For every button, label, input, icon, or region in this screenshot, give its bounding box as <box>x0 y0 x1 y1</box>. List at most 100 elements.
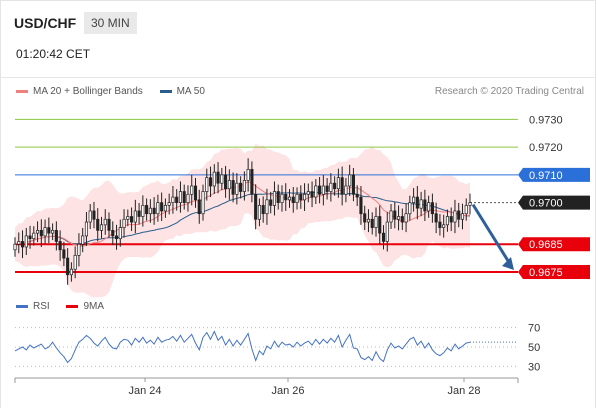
candle-body <box>295 193 299 203</box>
candle <box>329 173 333 202</box>
legend-item-ma50: MA 50 <box>159 86 205 97</box>
ma20-swatch <box>16 89 28 93</box>
level-label: 0.9720 <box>529 142 563 154</box>
candle-body <box>336 177 340 190</box>
candle <box>66 248 70 285</box>
candle <box>163 198 167 218</box>
candle-body <box>208 177 213 187</box>
candle <box>186 185 190 212</box>
candle <box>400 208 404 231</box>
x-tick-label: Jan 24 <box>128 385 161 397</box>
candle-body <box>393 210 397 220</box>
candle <box>385 211 389 252</box>
candle-body <box>329 182 333 192</box>
candle <box>24 227 28 255</box>
candle <box>370 212 374 235</box>
candle-body <box>261 205 265 215</box>
candle <box>32 226 36 246</box>
candle <box>197 189 201 224</box>
candle-body <box>54 230 58 242</box>
candle <box>171 185 175 214</box>
candle-body <box>430 202 434 215</box>
candle-body <box>381 232 386 242</box>
candle <box>141 195 145 227</box>
candle-body <box>118 227 122 240</box>
candle-body <box>359 196 363 215</box>
candle-body <box>114 235 119 240</box>
candle-body <box>344 185 348 195</box>
candle <box>457 202 461 228</box>
candle <box>257 198 261 227</box>
x-tick-label: Jan 26 <box>271 385 304 397</box>
candle-body <box>397 216 401 220</box>
candle <box>84 211 88 246</box>
ma9-swatch <box>66 304 79 308</box>
candle <box>291 187 295 213</box>
candle-body <box>88 210 92 223</box>
candle <box>276 184 280 210</box>
legend-item-rsi: RSI <box>16 301 50 312</box>
legend-item-9ma: 9MA <box>66 301 104 312</box>
candle <box>348 164 352 197</box>
candle <box>261 196 265 223</box>
candle-body <box>325 185 329 192</box>
candle-body <box>408 202 412 215</box>
candle <box>430 193 434 223</box>
candle <box>235 173 239 205</box>
candle-body <box>39 230 43 237</box>
candle-body <box>227 180 231 190</box>
timeframe-badge[interactable]: 30 MIN <box>84 12 137 34</box>
ma50-line <box>14 191 471 245</box>
candle <box>96 208 100 242</box>
arrow-shaft <box>471 203 512 265</box>
candle-body <box>400 216 404 223</box>
candle <box>178 181 183 213</box>
level-label: 0.9730 <box>529 114 563 126</box>
candle-body <box>201 191 205 215</box>
candle <box>393 201 397 229</box>
candle <box>43 219 47 244</box>
candle <box>39 219 43 248</box>
candle-body <box>434 213 438 223</box>
candle <box>314 179 318 205</box>
candle <box>355 185 359 207</box>
candle-body <box>310 191 314 198</box>
candle <box>325 178 329 200</box>
candle-body <box>306 191 310 195</box>
candle <box>321 174 325 206</box>
candle-body <box>145 205 149 215</box>
candle-body <box>449 216 453 223</box>
rsi-swatch <box>16 304 28 308</box>
level-label: 0.9700 <box>529 198 563 210</box>
candle <box>438 214 442 236</box>
price-levels <box>15 118 518 273</box>
candle <box>302 183 307 211</box>
candle-body <box>276 191 280 203</box>
candle-body <box>314 185 318 198</box>
candle <box>397 205 401 231</box>
candle <box>118 219 122 247</box>
candle-body <box>141 205 145 217</box>
candle <box>212 164 216 194</box>
candle <box>160 192 164 222</box>
candle-body <box>171 196 175 203</box>
candle <box>107 212 111 238</box>
candle <box>51 223 55 241</box>
candle-body <box>193 185 198 201</box>
level-label: 0.9675 <box>529 267 563 279</box>
candle <box>366 209 371 233</box>
candle-body <box>133 210 137 223</box>
candle <box>404 203 408 233</box>
candle-body <box>220 174 224 184</box>
candle <box>103 209 107 235</box>
candle-body <box>73 254 77 270</box>
candlesticks <box>13 158 472 285</box>
header-divider <box>0 77 596 78</box>
candle-body <box>457 210 461 220</box>
pair-title: USD/CHF <box>14 15 77 31</box>
candle <box>111 221 115 245</box>
candle <box>201 184 205 221</box>
candle <box>130 207 134 232</box>
candle-body <box>148 207 152 215</box>
